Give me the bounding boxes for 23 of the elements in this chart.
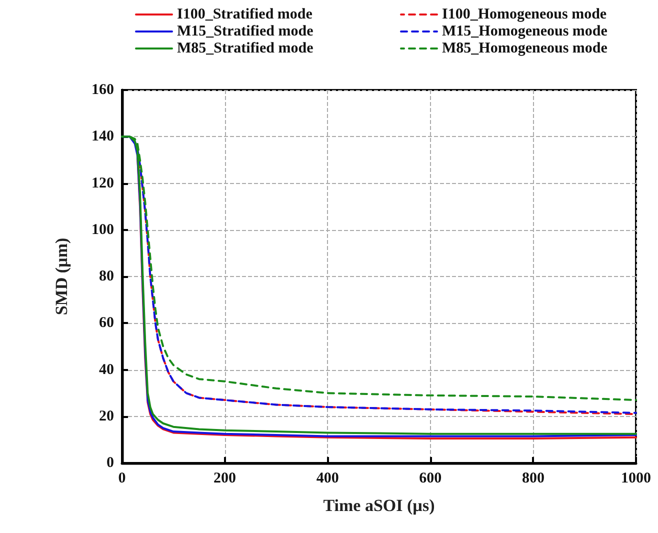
y-tick-label: 120 bbox=[92, 175, 114, 192]
legend-label: I100_Stratified mode bbox=[177, 6, 313, 22]
legend-label: M85_Stratified mode bbox=[177, 40, 314, 56]
legend-label: M15_Stratified mode bbox=[177, 24, 314, 40]
x-tick-label: 1000 bbox=[621, 470, 651, 486]
y-tick-label: 140 bbox=[92, 128, 114, 145]
legend-label: M15_Homogeneous mode bbox=[442, 24, 608, 40]
y-tick-label: 0 bbox=[106, 455, 114, 471]
y-tick-label: 40 bbox=[99, 362, 114, 378]
y-axis-title: SMD (µm) bbox=[52, 238, 71, 316]
x-axis-title: Time aSOI (µs) bbox=[323, 496, 435, 515]
y-tick-label: 20 bbox=[99, 408, 114, 424]
y-tick-label: 60 bbox=[99, 315, 114, 332]
x-tick-label: 800 bbox=[522, 470, 544, 486]
x-tick-label: 200 bbox=[214, 470, 236, 486]
y-tick-label: 80 bbox=[99, 268, 114, 284]
x-tick-label: 600 bbox=[419, 470, 442, 486]
legend-label: I100_Homogeneous mode bbox=[442, 6, 607, 22]
y-tick-label: 100 bbox=[92, 222, 114, 238]
x-tick-label: 0 bbox=[118, 470, 126, 486]
legend-label: M85_Homogeneous mode bbox=[442, 40, 608, 56]
y-tick-label: 160 bbox=[92, 82, 114, 98]
x-tick-label: 400 bbox=[316, 470, 339, 486]
